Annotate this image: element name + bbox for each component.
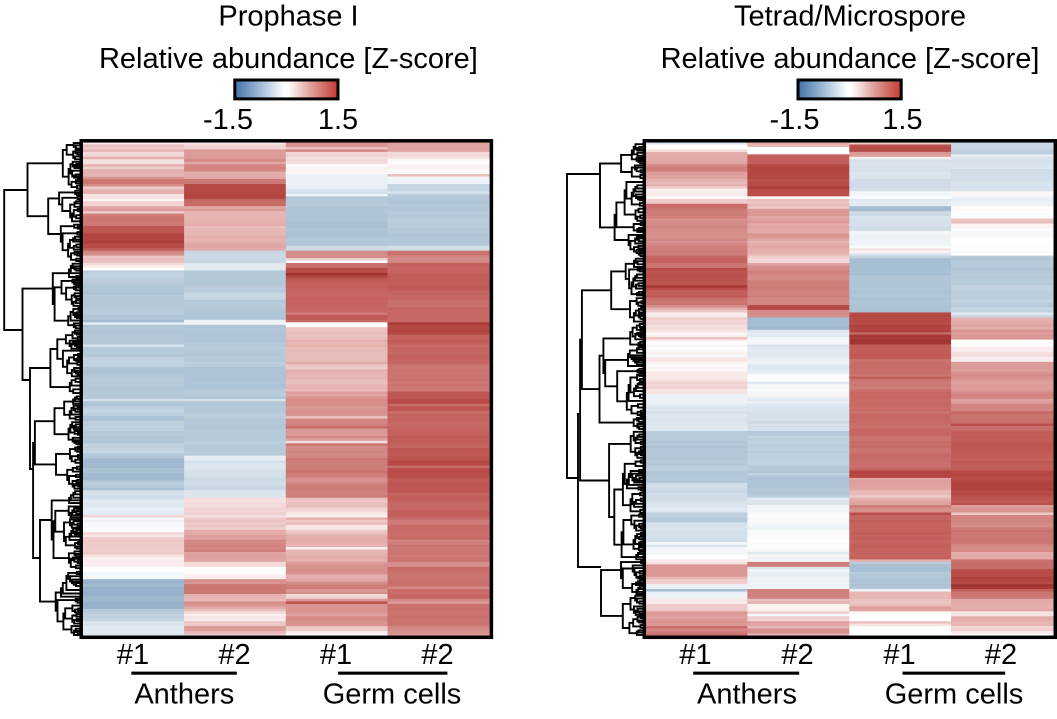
svg-text:#1: #1 xyxy=(117,639,149,671)
svg-text:-1.5: -1.5 xyxy=(770,104,820,136)
svg-text:#2: #2 xyxy=(781,639,813,671)
svg-text:#1: #1 xyxy=(883,639,915,671)
svg-text:Prophase I: Prophase I xyxy=(218,1,358,33)
svg-text:#2: #2 xyxy=(421,639,453,671)
svg-text:Relative abundance [Z-score]: Relative abundance [Z-score] xyxy=(99,43,478,75)
svg-text:Anthers: Anthers xyxy=(134,679,234,711)
svg-text:#2: #2 xyxy=(985,639,1017,671)
svg-text:Anthers: Anthers xyxy=(697,679,797,711)
svg-text:1.5: 1.5 xyxy=(882,104,922,136)
svg-text:-1.5: -1.5 xyxy=(203,104,253,136)
svg-text:Germ cells: Germ cells xyxy=(885,679,1024,711)
svg-text:Relative abundance [Z-score]: Relative abundance [Z-score] xyxy=(661,43,1040,75)
svg-text:Tetrad/Microspore: Tetrad/Microspore xyxy=(734,1,966,33)
svg-text:#2: #2 xyxy=(218,639,250,671)
svg-text:Germ cells: Germ cells xyxy=(323,679,462,711)
svg-text:#1: #1 xyxy=(679,639,711,671)
svg-text:1.5: 1.5 xyxy=(318,104,358,136)
svg-text:#1: #1 xyxy=(320,639,352,671)
